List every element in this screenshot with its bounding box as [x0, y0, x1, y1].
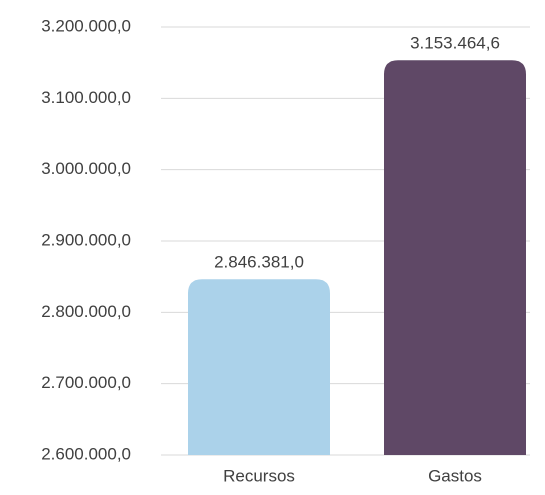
x-tick-label: Recursos [223, 466, 295, 485]
y-tick-label: 2.700.000,0 [41, 373, 131, 392]
data-label: 3.153.464,6 [410, 34, 500, 53]
y-tick-label: 3.200.000,0 [41, 16, 131, 35]
x-tick-label: Gastos [428, 466, 482, 485]
y-tick-label: 2.600.000,0 [41, 444, 131, 463]
y-tick-label: 2.900.000,0 [41, 230, 131, 249]
data-label: 2.846.381,0 [214, 253, 304, 272]
bar [188, 279, 330, 455]
y-tick-label: 2.800.000,0 [41, 302, 131, 321]
bar [384, 60, 526, 455]
y-tick-label: 3.100.000,0 [41, 88, 131, 107]
y-tick-label: 3.000.000,0 [41, 159, 131, 178]
